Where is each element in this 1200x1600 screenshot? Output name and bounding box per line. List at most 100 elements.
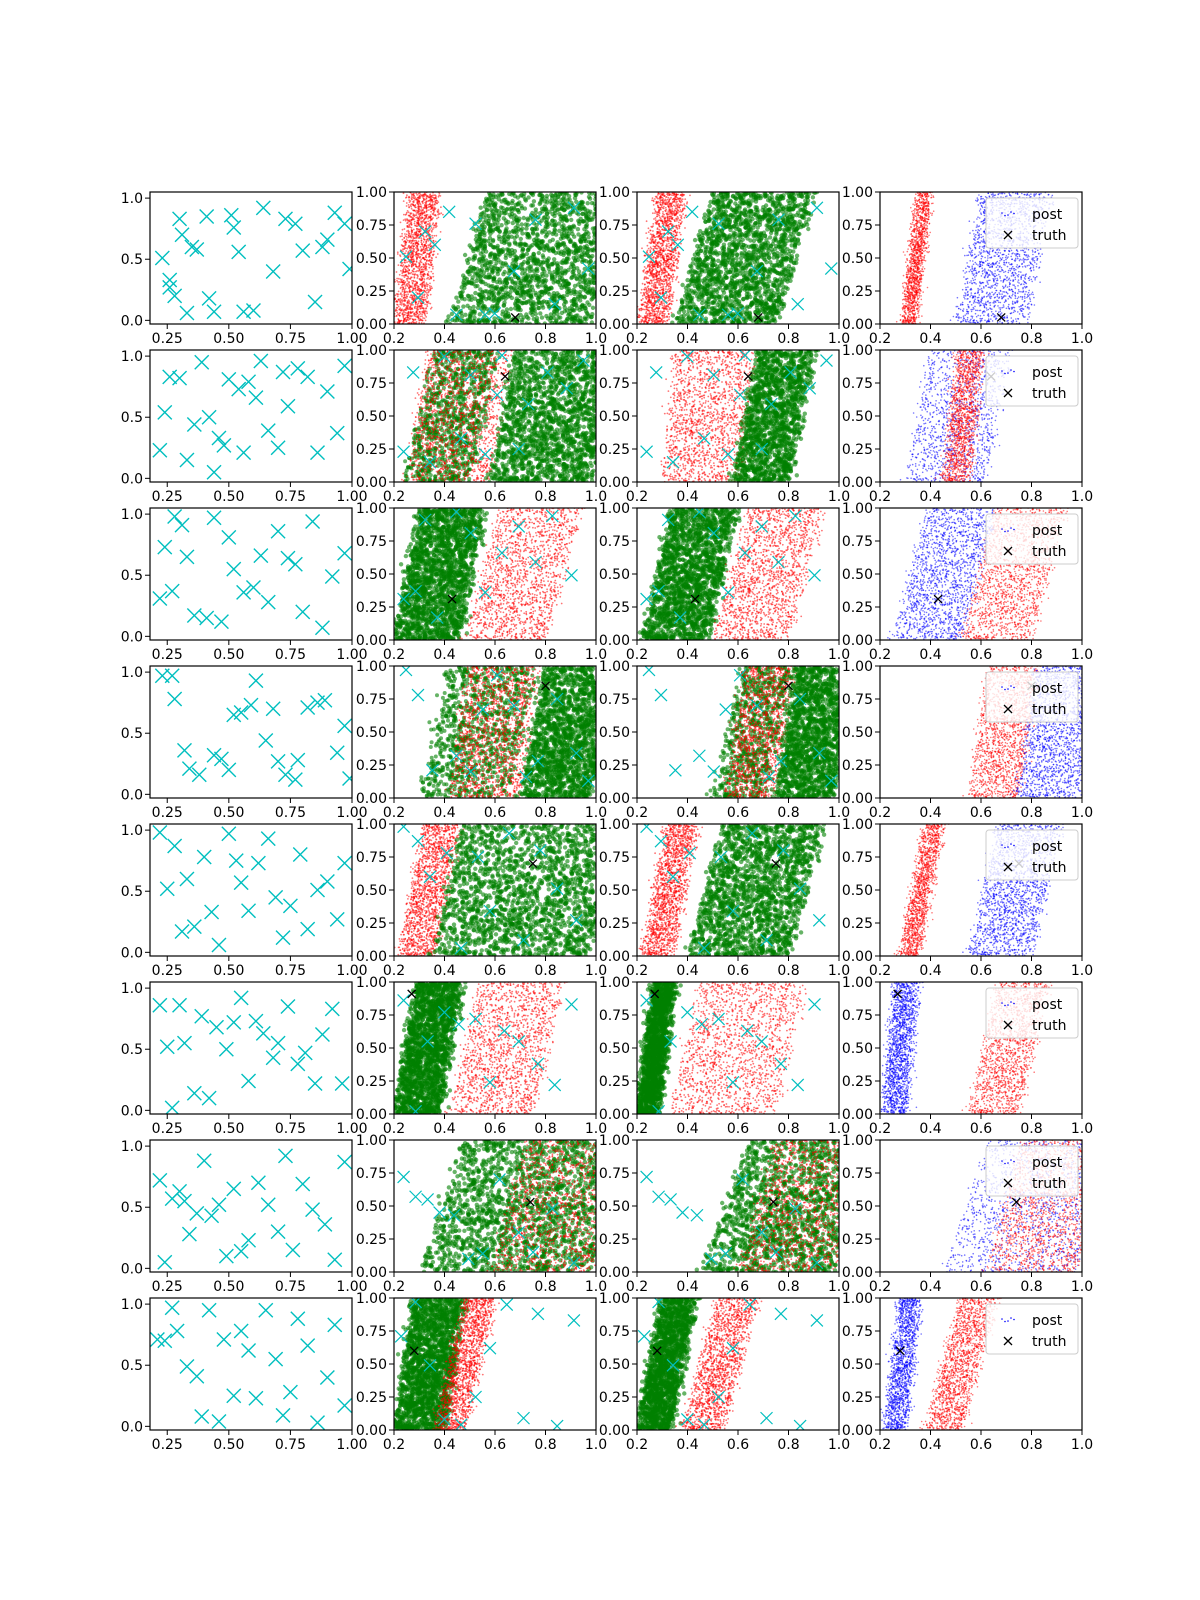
subplot-r1-c3-prior-scatter-point xyxy=(662,240,664,242)
subplot-r1-c2-prior-scatter-point xyxy=(427,221,429,223)
subplot-r1-c2-prior-scatter-point xyxy=(408,284,410,286)
subplot-r1-c2-prior-scatter-point xyxy=(423,199,425,201)
subplot-r1-c3-prior-scatter-point xyxy=(660,200,662,202)
subplot-r1-c3-prior-scatter-point xyxy=(678,222,680,224)
subplot-r1-c2-accepted-scatter-point xyxy=(498,290,502,294)
subplot-r1-c2-prior-scatter-point xyxy=(406,284,408,286)
subplot-r1-c2-prior-scatter-point xyxy=(417,316,419,318)
subplot-r1-c2-accepted-scatter-point xyxy=(510,199,514,203)
subplot-r1-c3-prior-scatter-point xyxy=(667,219,669,221)
subplot-r1-c2-prior-scatter-point xyxy=(406,212,408,214)
subplot-r1-c2-accepted-scatter-point xyxy=(575,266,579,270)
subplot-r1-c2-accepted-scatter-point xyxy=(465,304,469,308)
subplot-r1-c2-prior-scatter-point xyxy=(419,278,421,280)
subplot-r1-c3-prior-scatter-point xyxy=(647,264,649,266)
subplot-r1-c2-prior-scatter-point xyxy=(421,271,423,273)
subplot-r1-c3-prior-scatter-point xyxy=(652,276,654,278)
subplot-r1-c2-prior-scatter-point xyxy=(407,305,409,307)
subplot-r1-c3-prior-scatter-point xyxy=(682,209,684,211)
subplot-r1-c2-accepted-scatter-point xyxy=(547,292,551,296)
subplot-r1-c2-prior-scatter-point xyxy=(412,270,414,272)
subplot-r1-c3-prior-scatter-point xyxy=(656,313,658,315)
subplot-r1-c3-prior-scatter-point xyxy=(663,249,665,251)
subplot-r1-c3-prior-scatter-point xyxy=(646,220,648,222)
subplot-r1-c3-prior-scatter-point xyxy=(647,313,649,315)
subplot-r1-c2-prior-scatter-point xyxy=(430,262,432,264)
subplot-r1-c3-prior-scatter-point xyxy=(668,308,670,310)
subplot-r1-c3-prior-scatter-point xyxy=(646,292,648,294)
subplot-r1-c2-accepted-scatter-point xyxy=(459,293,463,297)
subplot-r1-c2-prior-scatter-point xyxy=(430,238,432,240)
subplot-r1-c2-accepted-scatter-point xyxy=(560,215,564,219)
subplot-r1-c2-accepted-scatter-point xyxy=(565,247,569,251)
subplot-r1-c3-prior-scatter-point xyxy=(655,268,657,270)
subplot-r1-c2-prior-scatter-point xyxy=(400,292,402,294)
subplot-r1-c2-accepted-scatter-point xyxy=(561,236,565,240)
subplot-r1-c2-ytick-label: 0.00 xyxy=(356,317,387,333)
subplot-r1-c2-prior-scatter-point xyxy=(440,212,442,214)
subplot-r1-c2-accepted-scatter-point xyxy=(551,232,555,236)
subplot-r1-c2-prior-scatter-point xyxy=(435,197,437,199)
subplot-r1-c2-prior-scatter-point xyxy=(415,286,417,288)
subplot-r1-c2-prior-scatter-point xyxy=(407,226,409,228)
subplot-r1-c2-accepted-scatter-point xyxy=(516,291,520,295)
subplot-r1-c3-prior-scatter-point xyxy=(671,237,673,239)
subplot-r1-c3-prior-scatter-point xyxy=(645,317,647,319)
subplot-r1-c3-prior-scatter-point xyxy=(660,260,662,262)
subplot-r1-c3-prior-scatter-point xyxy=(669,223,671,225)
subplot-r1-c2-prior-scatter-point xyxy=(430,294,432,296)
subplot-r1-c2-prior-scatter-point xyxy=(427,206,429,208)
subplot-r1-c2-prior-scatter-point xyxy=(417,218,419,220)
subplot-r1-c2-accepted-scatter-point xyxy=(472,316,476,320)
subplot-r1-c2-prior-scatter-point xyxy=(424,239,426,241)
subplot-r1-c3-prior-scatter-point xyxy=(660,310,662,312)
subplot-r1-c3-prior-scatter-point xyxy=(666,271,668,273)
subplot-r1-c2-accepted-scatter-point xyxy=(577,273,581,277)
subplot-r1-c2-prior-scatter-point xyxy=(423,269,425,271)
subplot-r1-c3-prior-scatter-point xyxy=(662,267,664,269)
subplot-r1-c3-prior-scatter-point xyxy=(662,211,664,213)
subplot-r1-c2-accepted-scatter-point xyxy=(504,226,508,230)
subplot-r1-c2-prior-scatter-point xyxy=(423,271,425,273)
subplot-r1-c3-prior-scatter-point xyxy=(668,298,670,300)
subplot-r1-c2-prior-scatter-point xyxy=(404,276,406,278)
subplot-r1-c2-accepted-scatter-point xyxy=(550,276,554,280)
subplot-r1-c2-prior-scatter-point xyxy=(401,273,403,275)
subplot-r1-c2-prior-scatter-point xyxy=(397,253,399,255)
subplot-r1-c2-accepted-scatter-point xyxy=(520,231,524,235)
subplot-r1-c2-prior-scatter-point xyxy=(411,227,413,229)
subplot-r1-c2-accepted-scatter-point xyxy=(507,269,511,273)
subplot-r1-c2-accepted-scatter-point xyxy=(539,290,543,294)
subplot-r1-c3-prior-scatter-point xyxy=(675,193,677,195)
subplot-r1-c2-prior-scatter-point xyxy=(420,246,422,248)
subplot-r1-c2-accepted-scatter-point xyxy=(479,277,483,281)
subplot-r1-c2-prior-scatter-point xyxy=(412,215,414,217)
subplot-r1-c2-accepted-scatter-point xyxy=(514,281,518,285)
subplot-r1-c2-accepted-scatter-point xyxy=(474,279,478,283)
subplot-r1-c3-prior-scatter-point xyxy=(666,213,668,215)
subplot-r1-c2-prior-scatter-point xyxy=(411,308,413,310)
subplot-r1-c3-prior-scatter-point xyxy=(666,247,668,249)
subplot-r1-c3-prior-scatter-point xyxy=(671,243,673,245)
subplot-r1-c3-prior-scatter-point xyxy=(681,215,683,217)
subplot-r1-c3-prior-scatter-point xyxy=(663,315,665,317)
subplot-r1-c2-prior-scatter-point xyxy=(435,224,437,226)
subplot-r1-c2-prior-scatter-point xyxy=(402,288,404,290)
subplot-r1-c2-prior-scatter-point xyxy=(424,297,426,299)
subplot-r1-c2-accepted-scatter-point xyxy=(487,197,491,201)
subplot-r1-c2-prior-scatter-point xyxy=(416,223,418,225)
subplot-r1-c2-prior-scatter-point xyxy=(426,261,428,263)
subplot-r1-c2-prior-scatter-point xyxy=(404,300,406,302)
subplot-r1-c2-accepted-scatter-point xyxy=(518,281,522,285)
subplot-r1-c3-prior-scatter-point xyxy=(659,225,661,227)
subplot-r1-c3-prior-scatter-point xyxy=(656,233,658,235)
subplot-r1-c3-prior-scatter-point xyxy=(668,208,670,210)
subplot-r1-c3-prior-scatter-point xyxy=(665,207,667,209)
subplot-r1-c2-prior-scatter-point xyxy=(430,308,432,310)
subplot-r1-c3-prior-scatter-point xyxy=(650,233,652,235)
subplot-r1-c2-plot-area xyxy=(393,190,598,326)
subplot-r1-c3-prior-scatter-point xyxy=(647,301,649,303)
subplot-r1-c3-prior-scatter-point xyxy=(659,216,661,218)
subplot-r1-c3-prior-scatter-point xyxy=(668,247,670,249)
subplot-r1-c2-accepted-scatter-point xyxy=(549,286,553,290)
